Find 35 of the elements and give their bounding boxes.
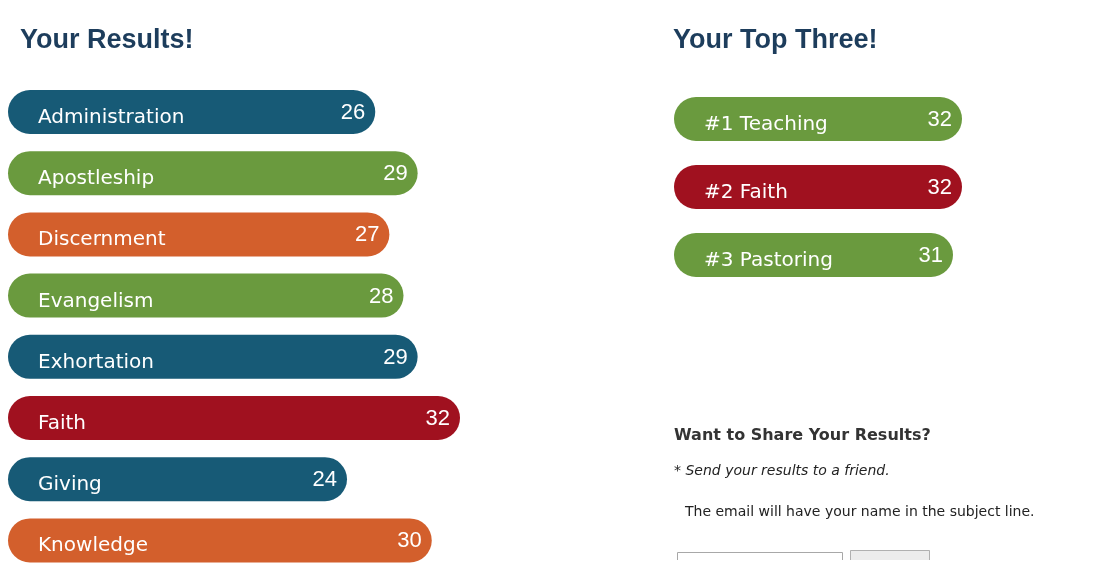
bar [8, 518, 432, 563]
y-tick-label: Evangelism [38, 287, 154, 312]
data-label: 28 [369, 282, 394, 308]
y-tick-label: Discernment [38, 226, 166, 251]
bar [8, 334, 418, 379]
chart-title: Your Results! [20, 24, 194, 54]
data-label: 26 [340, 99, 366, 124]
chart-title: Your Top Three! [673, 24, 878, 54]
y-tick-label: Apostleship [38, 165, 155, 190]
data-label: 32 [927, 174, 952, 199]
bar [8, 90, 376, 134]
y-tick-label: Exhortation [38, 348, 155, 373]
data-label: 32 [425, 405, 450, 430]
data-label: 30 [397, 527, 422, 553]
text: The email will have your name in the subject line. [684, 503, 1035, 519]
bar [8, 457, 347, 502]
bar [8, 396, 460, 440]
y-tick-label: #2 Faith [704, 179, 788, 203]
data-label: 31 [918, 242, 943, 267]
data-label: 32 [927, 106, 952, 131]
text: Want to Share Your Results? [674, 425, 931, 444]
y-tick-label: Knowledge [38, 532, 148, 557]
data-label: 27 [354, 221, 380, 247]
text: * Send your results to a friend. [674, 462, 890, 478]
y-tick-label: Administration [38, 104, 185, 128]
data-label: 29 [383, 343, 408, 369]
y-tick-label: #1 Teaching [704, 111, 828, 135]
bar [8, 273, 404, 318]
data-label: 24 [312, 466, 337, 492]
bar [8, 212, 390, 257]
y-tick-label: Giving [38, 471, 102, 496]
bar [8, 151, 418, 196]
y-tick-label: Faith [38, 410, 86, 434]
data-label: 29 [383, 160, 408, 186]
y-tick-label: #3 Pastoring [704, 247, 833, 271]
